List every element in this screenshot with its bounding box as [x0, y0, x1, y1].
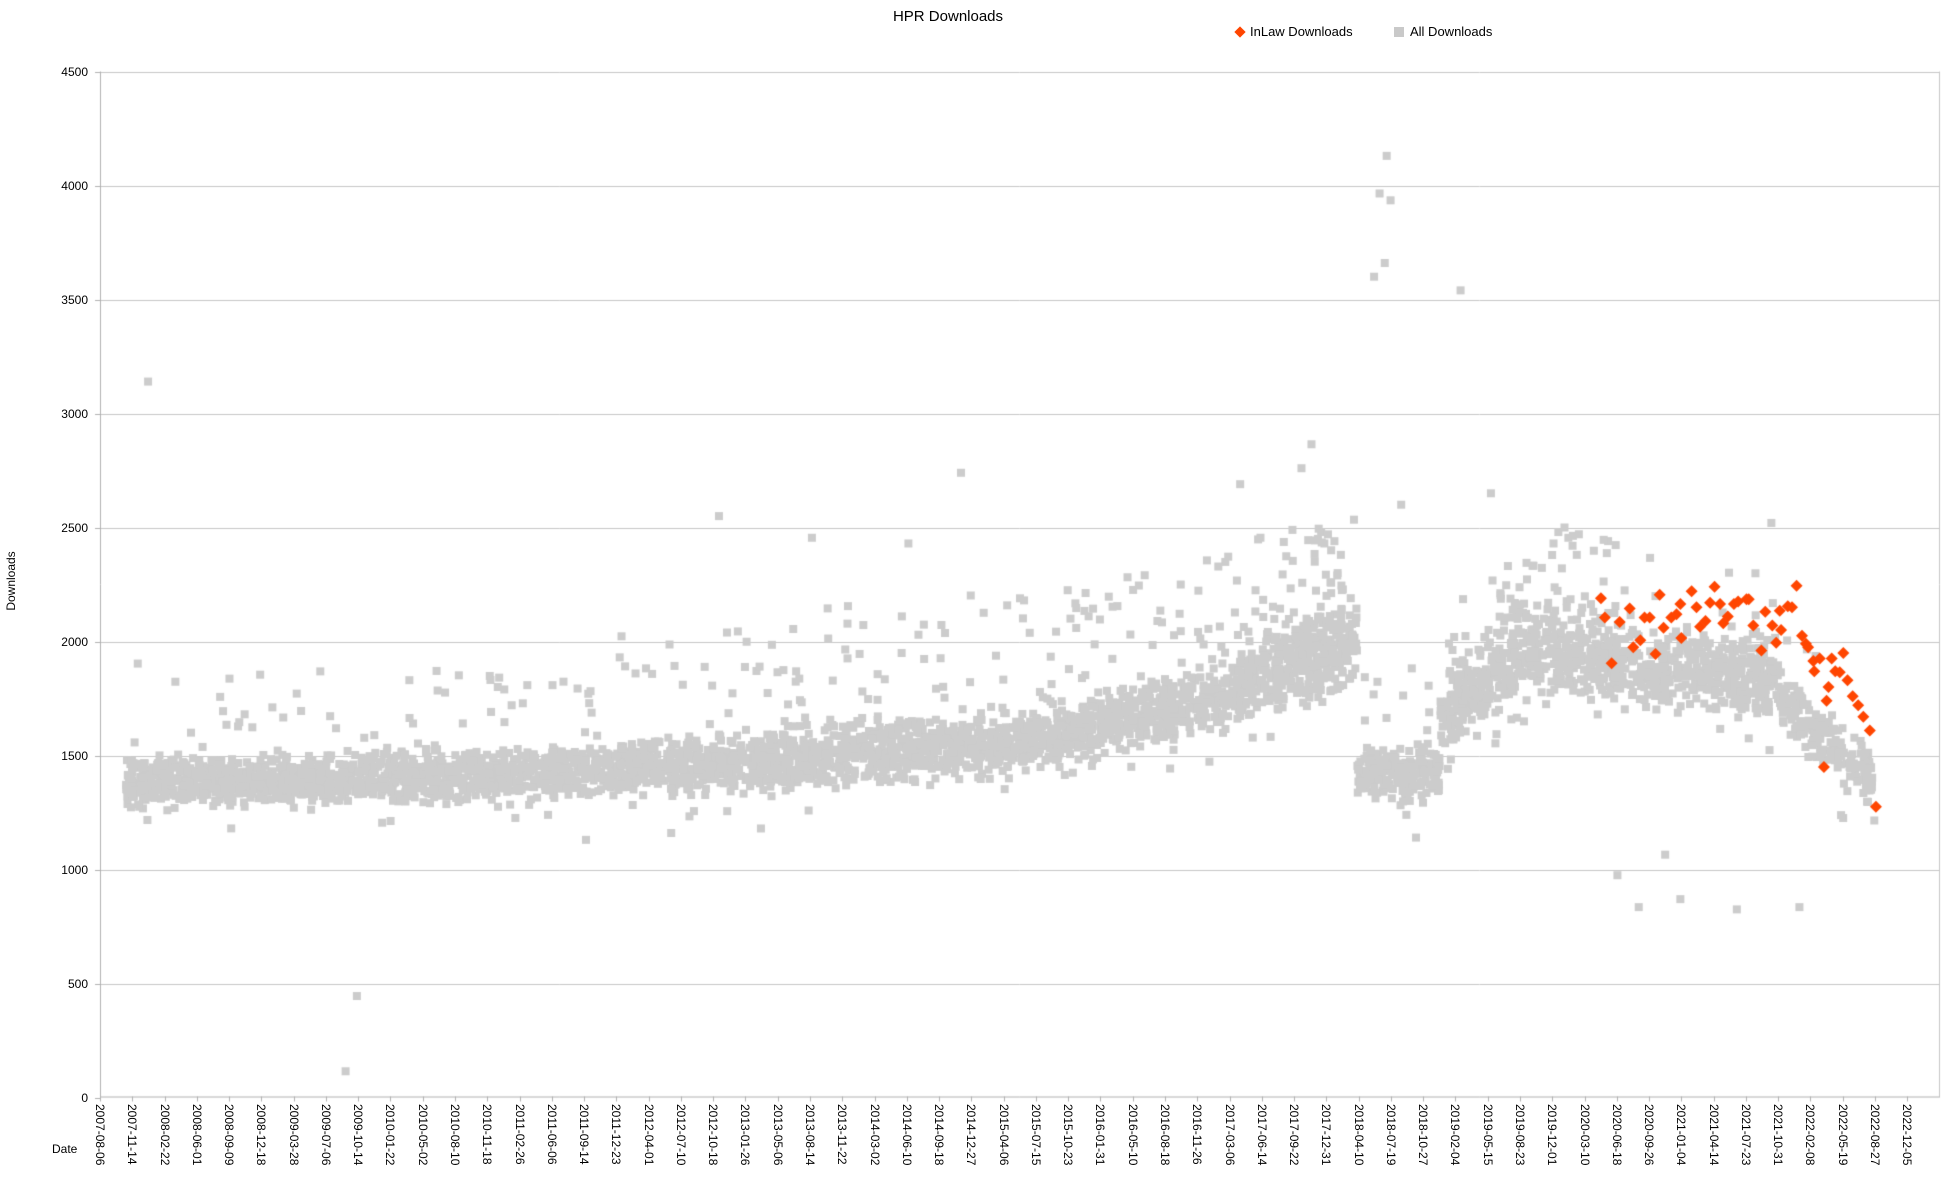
x-tick-label: 2011-06-06	[544, 1104, 559, 1165]
x-tick-label: 2010-11-18	[480, 1104, 495, 1165]
x-tick-label: 2022-02-08	[1803, 1104, 1818, 1166]
x-tick-label: 2009-10-14	[351, 1104, 366, 1166]
x-tick-label: 2016-11-26	[1190, 1104, 1205, 1165]
x-tick-label: 2018-10-27	[1416, 1104, 1431, 1166]
x-tick-label: 2015-07-15	[1028, 1104, 1043, 1166]
x-tick-label: 2019-12-01	[1545, 1104, 1560, 1166]
x-tick-label: 2012-10-18	[706, 1104, 721, 1166]
x-tick-label: 2016-08-18	[1157, 1104, 1172, 1166]
x-tick-label: 2018-07-19	[1383, 1104, 1398, 1166]
y-tick-label: 1500	[61, 748, 88, 763]
x-tick-label: 2012-07-10	[673, 1104, 688, 1166]
x-tick-label: 2019-02-04	[1448, 1104, 1463, 1166]
x-tick-label: 2015-04-06	[996, 1104, 1011, 1166]
x-tick-label: 2021-04-14	[1706, 1104, 1721, 1166]
x-tick-label: 2014-09-18	[932, 1104, 947, 1166]
y-tick-label: 3000	[61, 406, 88, 421]
legend-label-all: All Downloads	[1410, 24, 1493, 39]
x-tick-label: 2018-04-10	[1351, 1104, 1366, 1166]
x-tick-label: 2010-05-02	[415, 1104, 430, 1166]
x-tick-label: 2017-12-31	[1319, 1104, 1334, 1166]
y-tick-label: 2000	[61, 634, 88, 649]
x-tick-label: 2014-12-27	[964, 1104, 979, 1166]
x-tick-label: 2021-07-23	[1738, 1104, 1753, 1166]
x-tick-label: 2011-02-26	[512, 1104, 527, 1165]
x-tick-label: 2020-03-10	[1577, 1104, 1592, 1166]
x-tick-label: 2009-07-06	[318, 1104, 333, 1166]
y-tick-label: 2500	[61, 520, 88, 535]
x-axis-title: Date	[52, 1142, 78, 1156]
x-tick-label: 2013-11-22	[835, 1104, 850, 1165]
x-tick-label: 2021-01-04	[1674, 1104, 1689, 1166]
x-tick-label: 2013-08-14	[802, 1104, 817, 1166]
legend-item-all-downloads: All Downloads	[1394, 24, 1492, 39]
x-tick-label: 2011-12-23	[609, 1104, 624, 1165]
x-tick-label: 2007-11-14	[125, 1104, 140, 1165]
x-tick-label: 2022-08-27	[1867, 1104, 1882, 1166]
x-tick-label: 2008-12-18	[254, 1104, 269, 1166]
legend-label-inlaw: InLaw Downloads	[1250, 24, 1353, 39]
x-tick-label: 2008-02-22	[157, 1104, 172, 1166]
x-tick-label: 2017-03-06	[1222, 1104, 1237, 1166]
y-tick-label: 500	[67, 976, 88, 991]
x-tick-label: 2015-10-23	[1061, 1104, 1076, 1166]
x-tick-label: 2013-01-26	[738, 1104, 753, 1166]
x-tick-label: 2011-09-14	[577, 1104, 592, 1165]
x-tick-label: 2017-06-14	[1254, 1104, 1269, 1166]
x-tick-label: 2016-05-10	[1125, 1104, 1140, 1166]
x-tick-label: 2017-09-22	[1287, 1104, 1302, 1166]
x-tick-label: 2009-03-28	[286, 1104, 301, 1166]
x-tick-label: 2014-03-02	[867, 1104, 882, 1166]
y-axis-title: Downloads	[4, 551, 18, 611]
legend-item-inlaw-downloads: InLaw Downloads	[1234, 24, 1353, 39]
diamond-marker-icon	[1234, 25, 1246, 38]
x-tick-label: 2008-09-09	[222, 1104, 237, 1166]
x-tick-label: 2019-08-23	[1512, 1104, 1527, 1166]
x-tick-label: 2010-08-10	[447, 1104, 462, 1166]
square-marker-icon	[1394, 26, 1404, 37]
y-tick-label: 0	[81, 1090, 88, 1105]
y-tick-label: 1000	[61, 862, 88, 877]
x-tick-label: 2022-12-05	[1900, 1104, 1915, 1166]
x-tick-label: 2014-06-10	[899, 1104, 914, 1166]
x-tick-label: 2007-08-06	[93, 1104, 107, 1166]
x-tick-label: 2010-01-22	[383, 1104, 398, 1166]
x-tick-label: 2020-09-26	[1642, 1104, 1657, 1166]
x-tick-label: 2019-05-15	[1480, 1104, 1495, 1166]
y-tick-label: 3500	[61, 292, 88, 307]
x-tick-label: 2008-06-01	[189, 1104, 204, 1166]
x-tick-label: 2022-05-19	[1835, 1104, 1850, 1166]
x-tick-label: 2021-10-31	[1771, 1104, 1786, 1166]
x-tick-label: 2020-06-18	[1609, 1104, 1624, 1166]
y-tick-label: 4500	[61, 64, 88, 79]
x-tick-label: 2013-05-06	[770, 1104, 785, 1166]
y-tick-label: 4000	[61, 178, 88, 193]
x-tick-label: 2012-04-01	[641, 1104, 656, 1166]
x-tick-label: 2016-01-31	[1093, 1104, 1108, 1166]
chart-title: HPR Downloads	[892, 8, 1004, 25]
